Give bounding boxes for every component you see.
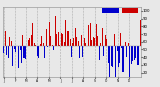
Bar (24, 46, 25, 58)
Bar (58, 32, 59, 46)
Bar (90, 23, 91, 46)
Bar (62, 34, 63, 46)
Bar (121, 46, 122, 48)
Bar (102, 28, 103, 46)
Bar (134, 46, 135, 60)
Bar (81, 35, 82, 46)
Bar (12, 46, 13, 66)
Bar (43, 43, 44, 46)
Bar (46, 29, 47, 46)
Bar (123, 46, 124, 72)
Bar (66, 38, 67, 46)
Bar (64, 42, 65, 46)
Bar (5, 31, 6, 46)
Bar (122, 46, 123, 72)
Bar (94, 38, 95, 46)
Bar (109, 46, 110, 79)
Bar (100, 43, 101, 46)
Bar (8, 46, 9, 58)
Bar (9, 37, 10, 46)
Bar (91, 40, 92, 46)
Bar (29, 38, 30, 46)
Bar (124, 46, 125, 76)
Bar (36, 25, 37, 46)
Bar (70, 39, 71, 46)
Bar (138, 46, 139, 65)
Bar (67, 31, 68, 46)
Bar (88, 25, 89, 46)
Bar (49, 22, 50, 46)
Bar (117, 46, 118, 51)
Bar (77, 34, 78, 46)
Bar (34, 43, 35, 46)
Bar (37, 46, 38, 56)
Bar (53, 46, 54, 50)
Bar (48, 46, 49, 66)
Bar (82, 46, 83, 57)
Bar (111, 46, 112, 66)
Bar (44, 46, 45, 58)
Bar (47, 46, 48, 47)
Bar (14, 46, 15, 49)
Bar (55, 16, 56, 46)
Bar (126, 46, 127, 57)
Bar (41, 36, 42, 46)
Bar (61, 33, 62, 46)
Bar (85, 43, 86, 46)
Bar (76, 37, 77, 46)
Bar (65, 20, 66, 46)
Bar (79, 46, 80, 58)
Bar (112, 46, 113, 67)
Bar (99, 46, 100, 60)
Bar (52, 45, 53, 46)
Bar (131, 46, 132, 64)
Bar (105, 35, 106, 46)
Bar (68, 31, 69, 46)
Bar (92, 46, 93, 50)
Bar (38, 46, 39, 58)
Bar (32, 23, 33, 46)
Bar (119, 46, 120, 63)
Bar (95, 16, 96, 46)
Bar (108, 46, 109, 63)
Bar (114, 34, 115, 46)
Bar (6, 46, 7, 55)
Bar (50, 36, 51, 46)
Bar (137, 46, 138, 65)
Bar (23, 46, 24, 58)
Bar (21, 46, 22, 63)
Bar (73, 38, 74, 46)
Bar (97, 36, 98, 46)
Bar (107, 46, 108, 58)
Bar (80, 12, 81, 46)
Bar (75, 28, 76, 46)
Bar (20, 46, 21, 50)
Bar (129, 46, 130, 80)
Bar (63, 16, 64, 46)
Bar (31, 35, 32, 46)
Bar (136, 46, 137, 74)
Bar (56, 34, 57, 46)
Bar (78, 41, 79, 46)
Bar (22, 35, 23, 46)
Bar (7, 26, 8, 46)
Bar (11, 41, 12, 46)
Bar (132, 46, 133, 61)
Bar (106, 39, 107, 46)
Bar (120, 33, 121, 46)
Bar (135, 46, 136, 58)
Bar (96, 24, 97, 46)
Bar (51, 38, 52, 46)
Bar (35, 45, 36, 46)
Bar (19, 46, 20, 50)
Bar (93, 37, 94, 46)
